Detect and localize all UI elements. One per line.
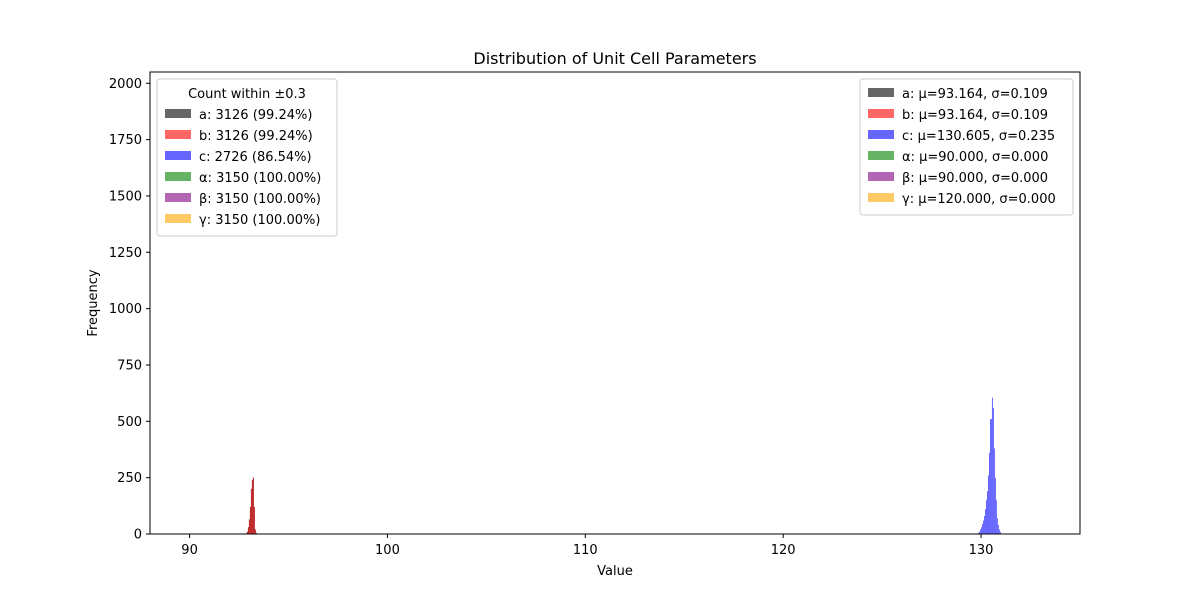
histogram-bar <box>993 448 995 534</box>
legend-entry-label: γ: μ=120.000, σ=0.000 <box>902 192 1056 207</box>
legend-swatch <box>868 109 894 118</box>
histogram-bar <box>985 509 987 534</box>
y-tick-label: 750 <box>117 358 142 373</box>
y-tick-label: 1250 <box>109 246 142 261</box>
histogram-bar <box>989 419 991 534</box>
legend-swatch <box>868 130 894 139</box>
legend-swatch <box>165 172 191 181</box>
histogram-bar <box>247 527 249 534</box>
histogram-bar <box>990 419 992 534</box>
legend-entry-label: α: 3150 (100.00%) <box>199 171 321 186</box>
legend-entry-label: β: μ=90.000, σ=0.000 <box>902 171 1048 186</box>
histogram-bar <box>994 477 996 534</box>
histogram-bar <box>248 519 250 534</box>
bars-layer <box>245 397 1001 534</box>
legend-swatch <box>165 130 191 139</box>
histogram-bar <box>992 407 994 534</box>
legend-swatch <box>165 151 191 160</box>
legend-swatch <box>868 151 894 160</box>
legend-stats: a: μ=93.164, σ=0.109 b: μ=93.164, σ=0.109… <box>859 78 1074 216</box>
x-tick-label: 110 <box>573 543 598 558</box>
y-tick-label: 1750 <box>109 133 142 148</box>
legend-box <box>156 78 338 237</box>
legend-entry-label: c: μ=130.605, σ=0.235 <box>902 129 1055 144</box>
legend-entry-label: a: μ=93.164, σ=0.109 <box>902 87 1048 102</box>
legend-swatch <box>165 214 191 223</box>
x-tick-label: 100 <box>375 543 400 558</box>
histogram-bar <box>986 500 987 534</box>
histogram-bar <box>981 527 983 534</box>
legend-swatch <box>868 88 894 97</box>
histogram-bar <box>253 506 255 534</box>
y-tick-label: 0 <box>134 528 142 543</box>
histogram-bar <box>979 531 981 534</box>
y-axis-label: Frequency <box>86 269 101 336</box>
histogram-bar <box>988 452 990 534</box>
x-tick-label: 120 <box>771 543 796 558</box>
legend-entry-label: b: μ=93.164, σ=0.109 <box>902 108 1048 123</box>
x-tick-label: 130 <box>969 543 994 558</box>
x-axis-label: Value <box>597 564 633 579</box>
histogram-bar <box>995 500 997 534</box>
histogram-bar <box>997 524 999 534</box>
legend-swatch <box>165 193 191 202</box>
legend-entry-label: α: μ=90.000, σ=0.000 <box>902 150 1048 165</box>
chart-title: Distribution of Unit Cell Parameters <box>473 49 756 68</box>
legend-swatch <box>868 172 894 181</box>
legend-entry-label: b: 3126 (99.24%) <box>199 129 313 144</box>
histogram-bar <box>987 491 988 534</box>
histogram-bar <box>996 518 998 534</box>
histogram-bar <box>251 479 253 534</box>
histogram-bar <box>987 475 989 534</box>
histogram-bar <box>249 506 251 534</box>
legend-entry-label: β: 3150 (100.00%) <box>199 192 321 207</box>
y-tick-label: 2000 <box>109 77 142 92</box>
legend-swatch <box>868 193 894 202</box>
y-tick-label: 1500 <box>109 189 142 204</box>
legend-swatch <box>165 109 191 118</box>
histogram-bar <box>980 529 982 534</box>
legend-title: Count within ±0.3 <box>188 87 306 102</box>
y-tick-label: 500 <box>117 415 142 430</box>
histogram-bar <box>254 529 256 534</box>
x-axis-ticks: 90 100 110 120 130 <box>181 534 993 558</box>
y-axis-ticks: 0 250 500 750 1000 1250 1500 1750 2000 <box>109 77 150 543</box>
histogram-bar <box>998 529 1000 534</box>
legend-box <box>859 78 1074 216</box>
legend-entry-label: c: 2726 (86.54%) <box>199 150 312 165</box>
histogram-bar <box>246 531 248 534</box>
histogram-bar <box>983 520 985 534</box>
y-tick-label: 250 <box>117 471 142 486</box>
x-tick-label: 90 <box>181 543 198 558</box>
histogram-bar <box>255 532 257 534</box>
histogram-bar <box>978 532 980 534</box>
histogram-bar <box>999 531 1001 534</box>
y-tick-label: 1000 <box>109 302 142 317</box>
histogram-bar <box>250 488 252 534</box>
histogram-bar <box>984 515 986 534</box>
legend-count: Count within ±0.3 a: 3126 (99.24%) b: 3126… <box>156 78 338 237</box>
legend-entry-label: a: 3126 (99.24%) <box>199 108 312 123</box>
histogram-bar <box>991 397 993 534</box>
histogram-bar <box>982 523 984 534</box>
histogram-bar <box>252 477 254 534</box>
plot-frame <box>149 71 1081 535</box>
legend-entry-label: γ: 3150 (100.00%) <box>199 213 320 228</box>
